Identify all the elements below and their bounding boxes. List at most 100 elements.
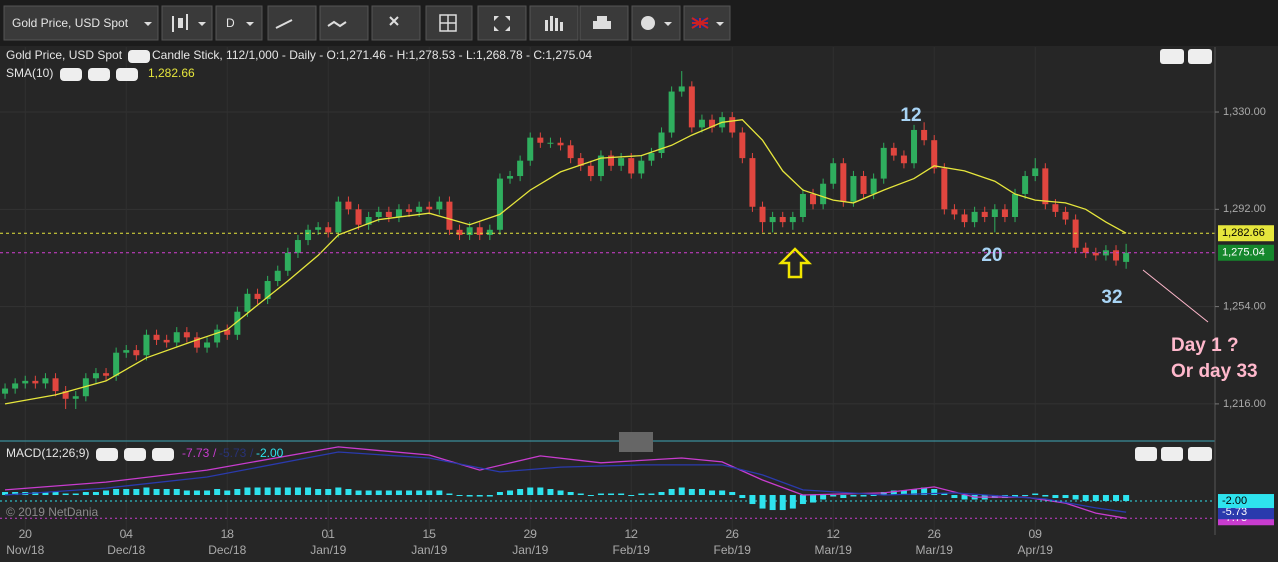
collapse-button[interactable] xyxy=(1188,49,1212,64)
draw-button[interactable] xyxy=(267,5,317,41)
histogram-bar xyxy=(608,493,615,496)
histogram-bar xyxy=(638,493,645,496)
candle-body xyxy=(204,342,211,348)
candle-body xyxy=(274,270,281,282)
candle-body xyxy=(72,396,79,399)
move-up-button[interactable] xyxy=(1135,447,1157,461)
candle-body xyxy=(234,311,241,335)
annotation: 20 xyxy=(981,245,1002,266)
histogram-bar xyxy=(92,492,99,496)
histogram-bar xyxy=(214,489,221,496)
histogram-bar xyxy=(234,489,241,496)
chart-subtitle: Candle Stick, 112/1,000 - Daily - O:1,27… xyxy=(152,48,592,62)
histogram-bar xyxy=(840,495,847,499)
print-button[interactable] xyxy=(579,5,629,41)
candle-body xyxy=(587,165,594,177)
candle-body xyxy=(547,142,554,144)
candle-body xyxy=(436,201,443,210)
candle-body xyxy=(92,373,99,379)
x-tick-label: 12 xyxy=(625,527,639,541)
candle-body xyxy=(426,206,433,210)
settings-button[interactable] xyxy=(152,448,174,461)
flag-cross xyxy=(691,17,709,29)
chart-title: Gold Price, USD Spot xyxy=(6,48,123,62)
toolbar: Gold Price, USD Spot D xyxy=(0,0,1278,46)
eye-button[interactable] xyxy=(60,68,82,81)
settings-button[interactable] xyxy=(116,68,138,81)
candle-body xyxy=(214,329,221,343)
candle-body xyxy=(507,176,514,179)
bars-button[interactable] xyxy=(529,5,579,41)
trend-annotation xyxy=(1142,269,1209,323)
histogram-bar xyxy=(416,490,423,496)
value-tag-label: -2.00 xyxy=(1222,495,1247,507)
interval-button[interactable] xyxy=(215,5,263,41)
candle-body xyxy=(1082,247,1089,253)
histogram-bar xyxy=(446,493,453,496)
symbol-button[interactable] xyxy=(3,5,159,41)
remove-button[interactable] xyxy=(124,448,146,461)
candle-body xyxy=(527,137,534,161)
histogram-bar xyxy=(143,487,150,496)
candle-body xyxy=(2,388,9,394)
candle-body xyxy=(880,147,887,179)
histogram-bar xyxy=(577,493,584,496)
candle-body xyxy=(1052,204,1059,212)
icon xyxy=(439,14,457,32)
histogram-bar xyxy=(769,495,776,511)
candle-body xyxy=(1062,211,1069,220)
x-tick-sublabel: Nov/18 xyxy=(6,543,44,557)
fullscreen-button[interactable] xyxy=(477,5,527,41)
x-tick-sublabel: Dec/18 xyxy=(208,543,246,557)
pane-handle[interactable] xyxy=(619,432,653,452)
x-tick-sublabel: Mar/19 xyxy=(916,543,954,557)
remove-button[interactable] xyxy=(88,68,110,81)
histogram-bar xyxy=(244,487,251,496)
maximize-button[interactable] xyxy=(1161,447,1183,461)
histogram-bar xyxy=(42,492,49,496)
histogram-bar xyxy=(860,495,867,497)
candle-body xyxy=(729,117,736,133)
candle-body xyxy=(486,229,493,235)
histogram-bar xyxy=(668,489,675,496)
candle-body xyxy=(931,140,938,169)
icon xyxy=(327,20,347,28)
histogram-bar xyxy=(870,495,877,497)
histogram-bar xyxy=(133,489,140,496)
icon xyxy=(275,19,293,29)
histogram-bar xyxy=(537,487,544,496)
histogram-bar xyxy=(1072,495,1079,500)
symbol[interactable]: Gold Price, USD Spot xyxy=(12,16,129,30)
value-tag xyxy=(1218,494,1274,509)
candle-body xyxy=(305,229,312,241)
candle-body xyxy=(981,211,988,218)
close-tag xyxy=(1218,244,1274,261)
histogram-bar xyxy=(1123,495,1130,502)
candle-body xyxy=(385,211,392,218)
candle-body xyxy=(557,142,564,146)
candle-body xyxy=(799,193,806,218)
histogram-bar xyxy=(496,492,503,496)
histogram-bar xyxy=(961,495,968,500)
annotation: Or day 33 xyxy=(1171,361,1258,382)
eye-button[interactable] xyxy=(96,448,118,461)
x-tick-sublabel: Dec/18 xyxy=(107,543,145,557)
value-tag-label: -5.73 xyxy=(1222,506,1247,518)
candle-body xyxy=(648,152,655,161)
maximize-button[interactable] xyxy=(1160,49,1184,64)
close-button[interactable] xyxy=(1188,447,1212,461)
theme-button[interactable] xyxy=(631,5,681,41)
histogram-bar xyxy=(284,487,291,496)
histogram-bar xyxy=(325,489,332,496)
interval[interactable]: D xyxy=(226,16,235,30)
macd-value: -7.73 xyxy=(182,446,210,460)
candle-body xyxy=(779,217,786,223)
eye-button[interactable] xyxy=(128,50,150,63)
candle-body xyxy=(264,281,271,299)
histogram-bar xyxy=(254,487,261,496)
histogram-bar xyxy=(951,495,958,499)
histogram-bar xyxy=(12,492,19,496)
macd-title: MACD(12;26;9) xyxy=(6,446,89,460)
annotation: 32 xyxy=(1101,287,1122,308)
histogram-bar xyxy=(547,489,554,496)
